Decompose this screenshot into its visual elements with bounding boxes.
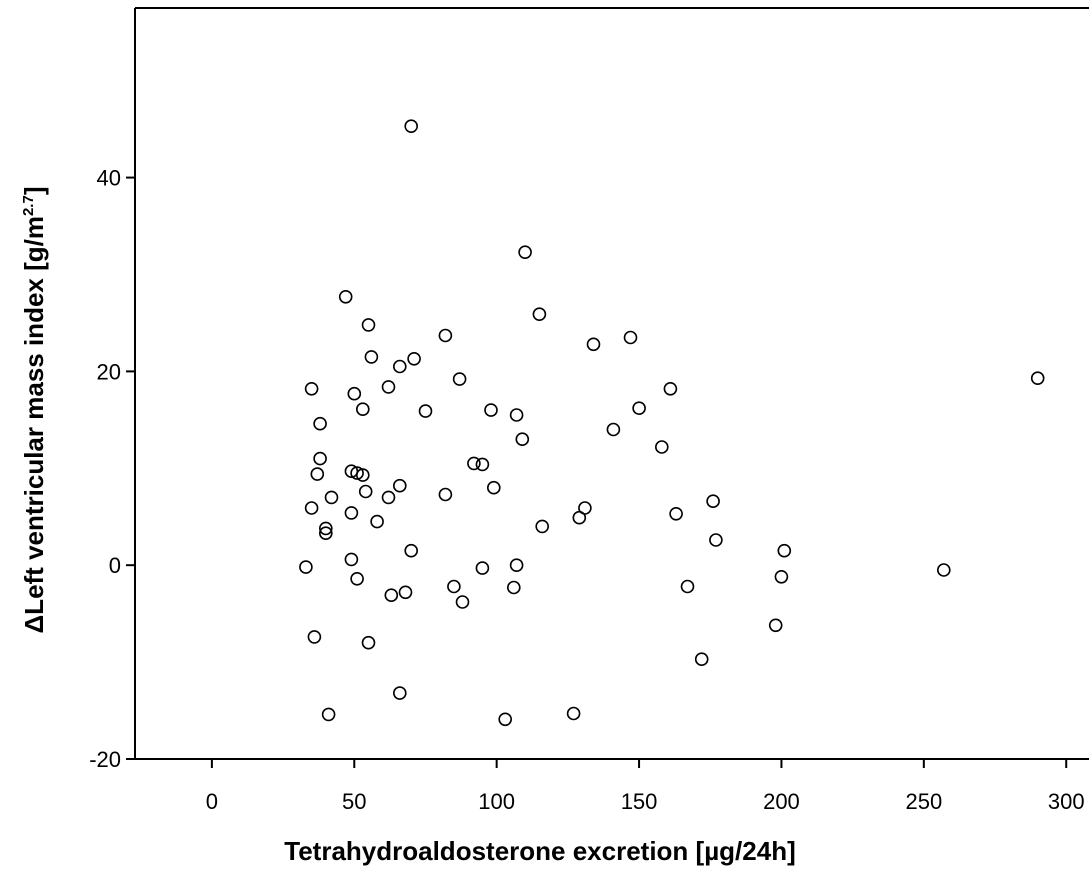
data-point <box>381 380 396 394</box>
data-point <box>307 630 322 644</box>
data-point <box>407 351 421 366</box>
data-point <box>509 408 524 422</box>
x-axis-title: Tetrahydroaldosterone excretion [µg/24h] <box>284 836 796 866</box>
data-point <box>361 635 376 650</box>
data-point <box>313 451 327 466</box>
data-point <box>392 359 407 374</box>
data-point <box>321 707 336 722</box>
data-point <box>347 386 362 401</box>
data-point <box>694 652 709 667</box>
data-point <box>777 543 792 558</box>
y-tick-label: -20 <box>89 747 121 772</box>
data-point <box>706 494 720 509</box>
data-point <box>418 404 433 418</box>
data-point <box>304 381 319 396</box>
x-tick-label: 0 <box>206 789 218 814</box>
data-point <box>452 372 467 386</box>
x-tick-label: 100 <box>478 789 515 814</box>
data-point <box>310 467 325 481</box>
x-tick-label: 200 <box>763 789 800 814</box>
data-point <box>361 318 376 332</box>
data-point <box>438 328 453 343</box>
data-point <box>506 580 521 595</box>
data-point <box>484 403 498 417</box>
data-point <box>566 706 581 721</box>
data-point <box>344 506 359 520</box>
data-point <box>355 468 370 482</box>
x-tick-label: 250 <box>905 789 942 814</box>
data-point <box>709 533 723 547</box>
data-point <box>535 519 550 534</box>
data-point <box>663 381 678 396</box>
data-point <box>392 686 407 700</box>
x-tick-label: 300 <box>1048 789 1085 814</box>
data-point <box>936 563 951 577</box>
y-axis-title-main: ΔLeft ventricular mass index [g/m <box>19 216 49 633</box>
data-point <box>680 579 695 594</box>
data-point <box>475 457 490 472</box>
data-point <box>509 558 524 573</box>
data-point <box>304 501 319 515</box>
data-point <box>606 422 621 437</box>
data-point <box>475 561 490 575</box>
data-point <box>447 579 461 594</box>
data-point <box>518 245 532 259</box>
data-point <box>515 432 530 447</box>
data-point <box>578 501 592 515</box>
data-point <box>586 337 601 352</box>
data-point <box>364 350 379 364</box>
y-axis-ticks: -20 0 20 40 <box>89 166 135 772</box>
data-point <box>392 478 407 493</box>
data-point <box>370 514 384 529</box>
data-point <box>632 401 646 416</box>
data-point <box>498 712 513 727</box>
y-tick-label: 40 <box>97 166 121 191</box>
data-point <box>669 506 683 521</box>
y-axis-title: ΔLeft ventricular mass index [g/m2.7] <box>19 186 49 633</box>
data-points <box>299 119 1045 727</box>
data-point <box>486 480 501 495</box>
data-point <box>355 402 370 417</box>
data-point <box>338 289 353 304</box>
data-point <box>1030 371 1045 386</box>
data-point <box>455 595 470 609</box>
data-point <box>532 307 547 322</box>
data-point <box>313 416 327 431</box>
data-point <box>398 585 413 600</box>
plot-frame <box>134 7 1089 760</box>
data-point <box>467 456 481 471</box>
y-axis-title-superscript: 2.7 <box>20 195 37 216</box>
data-point <box>344 552 359 567</box>
data-point <box>623 330 638 345</box>
data-point <box>404 119 419 133</box>
data-point <box>318 526 333 541</box>
data-point <box>350 466 364 480</box>
y-axis-title-close: ] <box>19 186 49 195</box>
data-point <box>774 569 789 584</box>
data-point <box>324 490 339 505</box>
x-tick-label: 150 <box>621 789 658 814</box>
data-point <box>318 521 333 536</box>
data-point <box>404 543 419 558</box>
data-point <box>381 490 396 505</box>
x-tick-label: 50 <box>342 789 366 814</box>
data-point <box>768 618 783 633</box>
data-point <box>438 487 453 502</box>
y-tick-label: 20 <box>97 359 121 384</box>
data-point <box>384 588 399 603</box>
data-point <box>358 484 373 499</box>
x-axis-ticks: 0 50 100 150 200 250 300 <box>206 759 1085 814</box>
data-point <box>654 440 669 454</box>
data-point <box>350 571 364 586</box>
data-point <box>299 560 313 574</box>
y-tick-label: 0 <box>109 553 121 578</box>
